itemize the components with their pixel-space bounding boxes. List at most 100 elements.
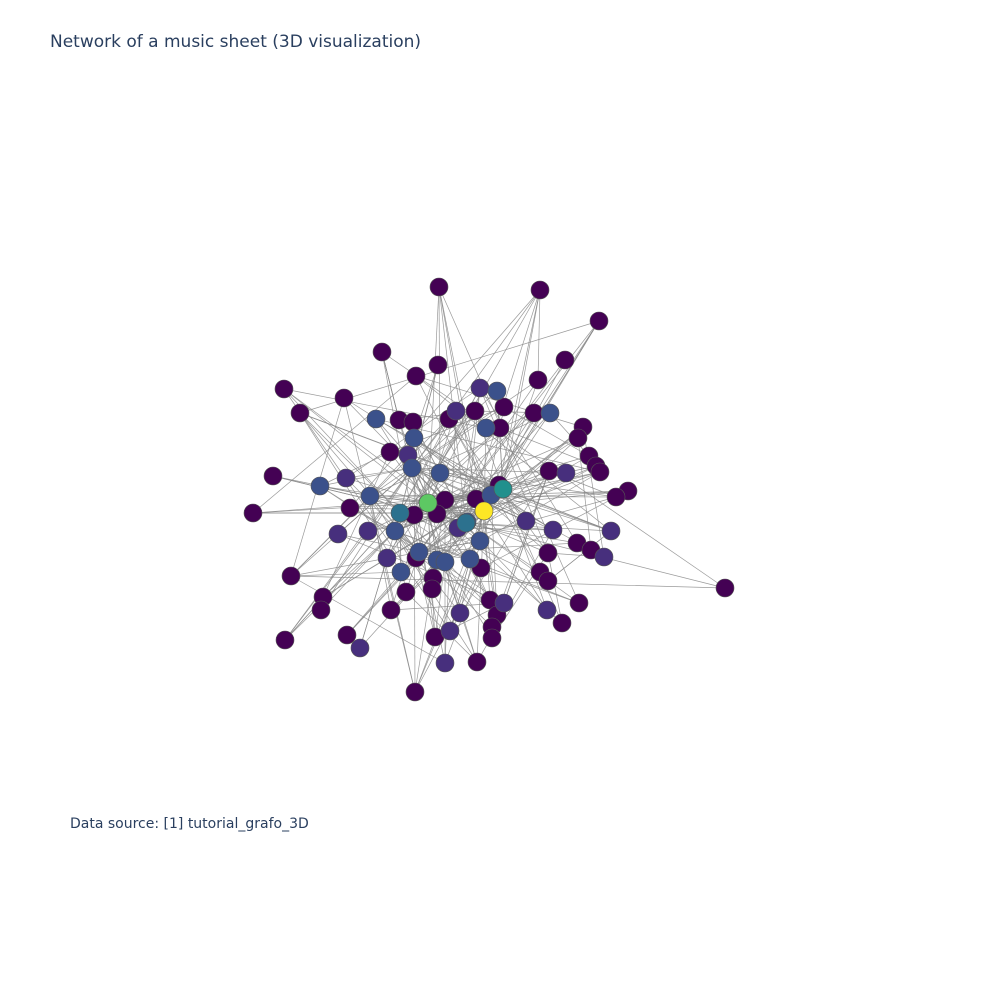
graph-node[interactable] bbox=[402, 458, 422, 478]
graph-node[interactable] bbox=[350, 638, 370, 658]
graph-node[interactable] bbox=[358, 521, 378, 541]
graph-node[interactable] bbox=[606, 487, 626, 507]
graph-node[interactable] bbox=[422, 579, 442, 599]
graph-edge bbox=[389, 451, 429, 504]
graph-node[interactable] bbox=[594, 547, 614, 567]
graph-node[interactable] bbox=[275, 630, 295, 650]
graph-edge bbox=[502, 488, 612, 532]
graph-node[interactable] bbox=[568, 428, 588, 448]
graph-node[interactable] bbox=[340, 498, 360, 518]
graph-node[interactable] bbox=[403, 412, 423, 432]
graph-node[interactable] bbox=[429, 277, 449, 297]
graph-node[interactable] bbox=[435, 552, 455, 572]
graph-edge bbox=[483, 510, 548, 611]
graph-node[interactable] bbox=[538, 571, 558, 591]
graph-node[interactable] bbox=[601, 521, 621, 541]
graph-node[interactable] bbox=[460, 549, 480, 569]
graph-edge bbox=[457, 527, 554, 531]
graph-edge bbox=[547, 552, 563, 624]
graph-edge bbox=[369, 454, 409, 497]
graph-node[interactable] bbox=[556, 463, 576, 483]
graph-node[interactable] bbox=[372, 342, 392, 362]
graph-node[interactable] bbox=[404, 428, 424, 448]
graph-node[interactable] bbox=[290, 403, 310, 423]
graph-node[interactable] bbox=[494, 397, 514, 417]
chart-title: Network of a music sheet (3D visualizati… bbox=[50, 32, 422, 52]
graph-node[interactable] bbox=[482, 628, 502, 648]
graph-edge bbox=[345, 467, 413, 479]
data-source-note: Data source: [1] tutorial_grafo_3D bbox=[70, 816, 309, 832]
graph-node[interactable] bbox=[334, 388, 354, 408]
graph-node[interactable] bbox=[470, 378, 490, 398]
graph-node[interactable] bbox=[456, 513, 476, 533]
graph-node[interactable] bbox=[516, 511, 536, 531]
graph-node[interactable] bbox=[428, 355, 448, 375]
graph-node[interactable] bbox=[590, 462, 610, 482]
graph-node[interactable] bbox=[493, 479, 513, 499]
graph-node[interactable] bbox=[528, 370, 548, 390]
graph-node[interactable] bbox=[446, 401, 466, 421]
graph-node[interactable] bbox=[310, 476, 330, 496]
graph-edge bbox=[322, 530, 396, 598]
graph-edge bbox=[479, 387, 578, 544]
graph-node[interactable] bbox=[474, 501, 494, 521]
graph-edge bbox=[414, 558, 471, 693]
graph-edge bbox=[290, 467, 413, 577]
graph-node[interactable] bbox=[380, 442, 400, 462]
graph-node[interactable] bbox=[405, 682, 425, 702]
graph-node[interactable] bbox=[552, 613, 572, 633]
graph-node[interactable] bbox=[406, 366, 426, 386]
graph-node[interactable] bbox=[328, 524, 348, 544]
graph-node[interactable] bbox=[487, 381, 507, 401]
graph-node[interactable] bbox=[381, 600, 401, 620]
graph-node[interactable] bbox=[396, 582, 416, 602]
graph-node[interactable] bbox=[524, 403, 544, 423]
graph-node[interactable] bbox=[555, 350, 575, 370]
graph-node[interactable] bbox=[569, 593, 589, 613]
graph-node[interactable] bbox=[537, 600, 557, 620]
graph-node[interactable] bbox=[476, 418, 496, 438]
graph-node[interactable] bbox=[311, 600, 331, 620]
graph-node[interactable] bbox=[418, 493, 438, 513]
graph-node[interactable] bbox=[494, 593, 514, 613]
graph-node[interactable] bbox=[366, 409, 386, 429]
graph-node[interactable] bbox=[589, 311, 609, 331]
graph-node[interactable] bbox=[540, 403, 560, 423]
graph-node[interactable] bbox=[385, 521, 405, 541]
graph-node[interactable] bbox=[440, 621, 460, 641]
graph-node[interactable] bbox=[337, 625, 357, 645]
graph-node[interactable] bbox=[538, 543, 558, 563]
graph-node[interactable] bbox=[435, 653, 455, 673]
graph-node[interactable] bbox=[715, 578, 735, 598]
graph-node[interactable] bbox=[390, 503, 410, 523]
graph-node[interactable] bbox=[543, 520, 563, 540]
graph-node[interactable] bbox=[281, 566, 301, 586]
graph-edge bbox=[537, 289, 541, 381]
graph-node[interactable] bbox=[243, 503, 263, 523]
graph-edge bbox=[427, 502, 478, 663]
graph-node[interactable] bbox=[391, 562, 411, 582]
graph-edge bbox=[503, 406, 590, 457]
graph-edge bbox=[449, 379, 539, 632]
graph-node[interactable] bbox=[360, 486, 380, 506]
graph-node[interactable] bbox=[274, 379, 294, 399]
graph-node[interactable] bbox=[409, 542, 429, 562]
graph-edge bbox=[381, 351, 400, 421]
graph-node[interactable] bbox=[470, 531, 490, 551]
graph-node[interactable] bbox=[467, 652, 487, 672]
graph-edge bbox=[434, 561, 446, 638]
node-layer[interactable] bbox=[243, 277, 735, 702]
graph-node[interactable] bbox=[263, 466, 283, 486]
graph-node[interactable] bbox=[450, 603, 470, 623]
graph-node[interactable] bbox=[539, 461, 559, 481]
graph-node[interactable] bbox=[336, 468, 356, 488]
graph-node[interactable] bbox=[530, 280, 550, 300]
graph-edge bbox=[503, 470, 550, 604]
graph-node[interactable] bbox=[377, 548, 397, 568]
graph-node[interactable] bbox=[465, 401, 485, 421]
graph-edge bbox=[438, 286, 441, 474]
graph-edge bbox=[490, 359, 566, 496]
graph-node[interactable] bbox=[430, 463, 450, 483]
graph-edge bbox=[444, 410, 457, 664]
